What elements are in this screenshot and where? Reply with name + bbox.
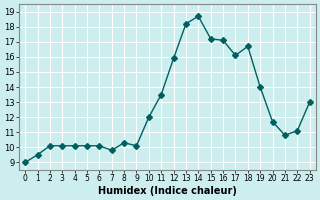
X-axis label: Humidex (Indice chaleur): Humidex (Indice chaleur) <box>98 186 237 196</box>
